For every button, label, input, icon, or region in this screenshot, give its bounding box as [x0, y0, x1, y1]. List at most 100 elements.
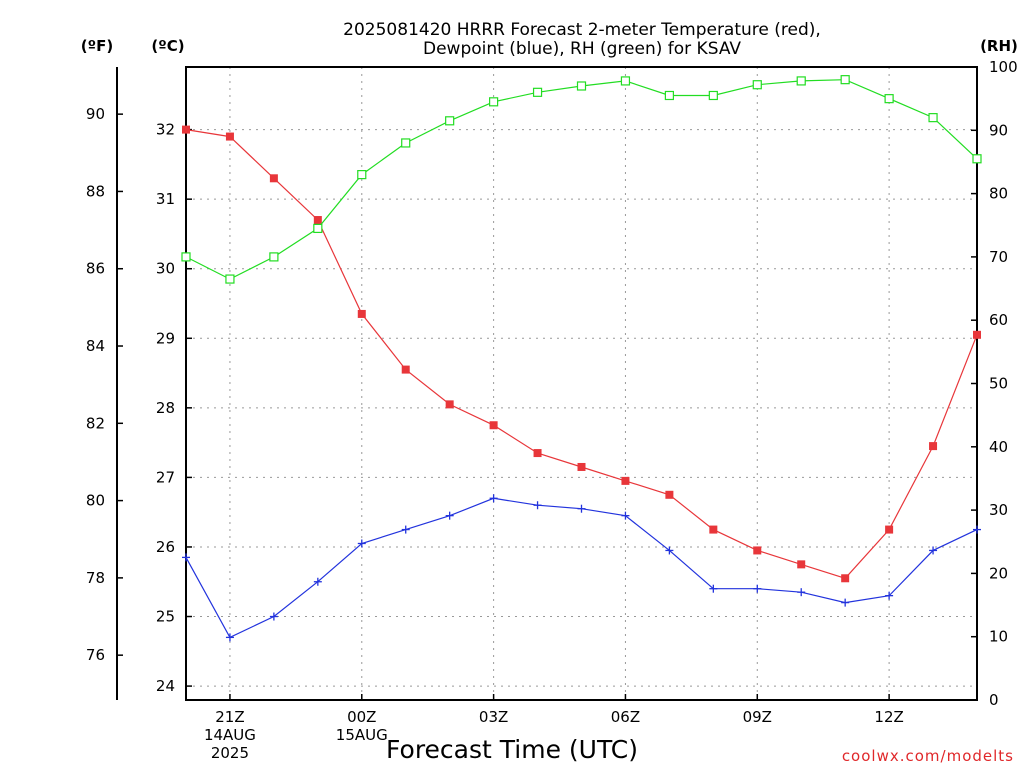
celsius-tick-label: 27	[156, 468, 175, 486]
x-tick-label: 14AUG	[204, 726, 256, 744]
data-point	[752, 80, 762, 90]
data-point	[182, 553, 190, 562]
data-point	[532, 87, 543, 97]
data-point	[445, 400, 454, 409]
data-point	[797, 560, 806, 569]
x-tick-label: 21Z	[215, 708, 244, 726]
data-point	[577, 504, 586, 513]
x-tick-label: 09Z	[743, 708, 772, 726]
data-series	[181, 75, 982, 642]
data-point	[445, 511, 454, 520]
data-point	[885, 591, 894, 600]
data-point	[269, 252, 279, 262]
data-point	[929, 442, 938, 451]
series-line-rh	[185, 79, 978, 280]
fahrenheit-tick-label: 82	[86, 414, 105, 432]
rh-unit-label: (RH)	[980, 37, 1018, 55]
celsius-tick-label: 29	[156, 329, 175, 347]
data-point	[357, 170, 367, 180]
x-tick-label: 2025	[211, 744, 249, 762]
chart-title-line-1: 2025081420 HRRR Forecast 2-meter Tempera…	[343, 20, 821, 40]
fahrenheit-tick-label: 86	[86, 260, 105, 278]
fahrenheit-tick-label: 90	[86, 105, 105, 123]
chart-title-line-2: Dewpoint (blue), RH (green) for KSAV	[423, 39, 741, 59]
celsius-tick-label: 30	[156, 260, 175, 278]
rh-tick-label: 30	[989, 501, 1008, 519]
rh-tick-label: 90	[989, 121, 1008, 139]
data-point	[181, 252, 191, 262]
x-axis-label: Forecast Time (UTC)	[386, 735, 638, 764]
x-tick-label: 12Z	[874, 708, 903, 726]
data-point	[796, 76, 806, 86]
rh-tick-label: 10	[989, 628, 1008, 646]
celsius-tick-label: 25	[156, 608, 175, 626]
data-point	[753, 584, 762, 593]
celsius-unit-label: (ºC)	[151, 37, 184, 55]
data-point	[885, 525, 894, 534]
credit-text: coolwx.com/modelts	[842, 747, 1014, 765]
series-rh	[181, 75, 982, 284]
rh-tick-label: 70	[989, 248, 1008, 266]
data-point	[665, 490, 674, 499]
fahrenheit-tick-label: 78	[86, 569, 105, 587]
celsius-tick-label: 28	[156, 399, 175, 417]
plot-frame	[185, 66, 978, 701]
celsius-tick-label: 31	[156, 190, 175, 208]
data-point	[401, 525, 410, 534]
data-point	[972, 154, 982, 164]
data-point	[182, 125, 190, 134]
data-point	[489, 494, 498, 503]
data-point	[401, 138, 411, 148]
data-point	[576, 81, 587, 91]
celsius-tick-label: 24	[156, 677, 175, 695]
grid-lines	[186, 67, 977, 700]
data-point	[313, 216, 322, 225]
rh-tick-label: 60	[989, 311, 1008, 329]
data-point	[225, 132, 234, 141]
data-point	[533, 501, 542, 510]
data-point	[840, 75, 850, 85]
x-tick-label: 03Z	[479, 708, 508, 726]
data-point	[489, 97, 499, 107]
x-tick-label: 00Z	[347, 708, 376, 726]
data-point	[884, 94, 894, 104]
data-point	[401, 365, 410, 374]
data-point	[709, 525, 718, 534]
fahrenheit-tick-label: 84	[86, 337, 105, 355]
data-point	[708, 90, 718, 101]
series-temperature	[182, 125, 981, 583]
data-point	[973, 330, 981, 339]
data-point	[269, 612, 278, 621]
x-tick-label: 06Z	[611, 708, 640, 726]
data-point	[929, 546, 938, 555]
data-point	[797, 588, 806, 597]
data-point	[533, 449, 542, 458]
data-point	[577, 462, 586, 471]
data-point	[269, 174, 278, 183]
rh-tick-label: 20	[989, 564, 1008, 582]
rh-tick-label: 40	[989, 438, 1008, 456]
data-point	[973, 525, 981, 534]
data-point	[665, 546, 674, 555]
rh-tick-label: 0	[989, 691, 999, 709]
fahrenheit-tick-label: 76	[86, 646, 105, 664]
data-point	[313, 577, 322, 586]
data-point	[753, 546, 762, 555]
x-tick-label: 15AUG	[336, 726, 388, 744]
data-point	[313, 223, 323, 234]
celsius-tick-label: 32	[156, 121, 175, 139]
data-point	[620, 76, 631, 86]
fahrenheit-unit-label: (ºF)	[81, 37, 113, 55]
data-point	[841, 574, 850, 583]
rh-tick-label: 80	[989, 185, 1008, 203]
fahrenheit-tick-label: 80	[86, 492, 105, 510]
data-point	[225, 633, 234, 642]
rh-tick-label: 100	[989, 58, 1018, 76]
data-point	[621, 511, 630, 520]
data-point	[357, 309, 366, 318]
data-point	[621, 476, 630, 485]
data-point	[225, 274, 235, 284]
data-point	[928, 113, 938, 123]
axes	[116, 66, 978, 701]
